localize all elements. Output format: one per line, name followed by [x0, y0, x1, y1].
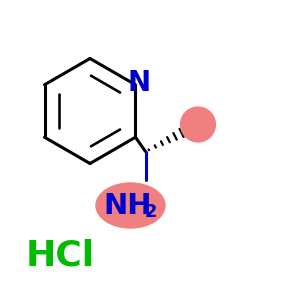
Text: 2: 2: [145, 203, 157, 221]
Text: N: N: [128, 69, 151, 97]
Ellipse shape: [96, 183, 165, 228]
Text: NH: NH: [103, 191, 152, 220]
Ellipse shape: [181, 107, 215, 142]
Text: HCl: HCl: [26, 238, 94, 272]
